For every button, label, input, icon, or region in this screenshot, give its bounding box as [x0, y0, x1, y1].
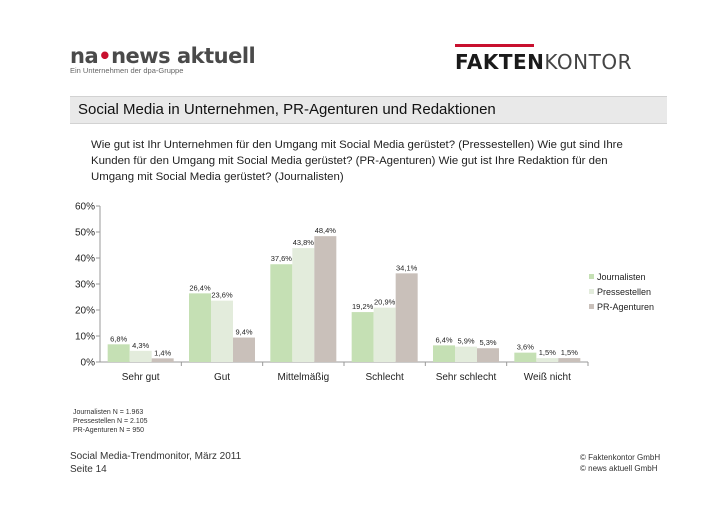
data-label: 6,4%	[435, 335, 452, 344]
bar-journalisten	[351, 312, 374, 362]
bar-pr-agenturen	[477, 348, 499, 362]
legend-swatch	[589, 304, 594, 309]
data-label: 1,5%	[561, 348, 578, 357]
bar-journalisten	[270, 264, 293, 362]
category-label: Weiß nicht	[524, 372, 571, 383]
y-tick-label: 10%	[75, 332, 95, 343]
legend-swatch	[589, 274, 594, 279]
bar-journalisten	[433, 345, 455, 362]
footer-copyright-faktenkontor: © Faktenkontor GmbH	[580, 453, 661, 462]
logo-name: news aktuell	[111, 44, 256, 68]
faktenkontor-logo: FAKTENKONTOR	[455, 44, 632, 74]
footer-copyright-newsaktuell: © news aktuell GmbH	[580, 464, 658, 473]
footer-source: Social Media-Trendmonitor, März 2011	[70, 451, 242, 462]
data-label: 23,6%	[211, 291, 233, 300]
category-label: Sehr gut	[122, 372, 160, 383]
data-label: 3,6%	[517, 343, 534, 352]
data-label: 34,1%	[396, 263, 418, 272]
slide-title: Social Media in Unternehmen, PR-Agenture…	[78, 101, 496, 118]
bar-pressestellen	[373, 307, 396, 362]
logo-tagline: Ein Unternehmen der dpa-Gruppe	[70, 66, 184, 75]
sample-basis-journalisten: Journalisten N = 1.963	[73, 409, 144, 416]
logo-fakten: FAKTEN	[455, 44, 545, 74]
bar-pr-agenturen	[558, 358, 581, 362]
data-label: 1,5%	[539, 348, 556, 357]
data-label: 9,4%	[235, 328, 252, 337]
data-label: 37,6%	[271, 254, 293, 263]
data-label: 26,4%	[189, 283, 211, 292]
category-label: Schlecht	[365, 372, 404, 383]
bar-pr-agenturen	[314, 236, 337, 362]
y-tick-label: 30%	[75, 280, 95, 291]
category-label: Mittelmäßig	[277, 372, 329, 383]
survey-question: Wie gut ist Ihr Unternehmen für den Umga…	[91, 139, 623, 183]
bar-pr-agenturen	[233, 337, 255, 362]
category-label: Gut	[214, 372, 230, 383]
bar-pressestellen	[211, 300, 233, 362]
bar-journalisten	[107, 344, 130, 362]
logo-prefix: na	[70, 44, 99, 68]
data-label: 4,3%	[132, 341, 149, 350]
data-label: 1,4%	[154, 348, 171, 357]
bar-journalisten	[189, 293, 211, 362]
logo-accent-bar	[455, 44, 534, 47]
sample-basis-pressestellen: Pressestellen N = 2.105	[73, 418, 148, 425]
slide-title-bar: Social Media in Unternehmen, PR-Agenture…	[70, 96, 667, 124]
y-tick-label: 60%	[75, 202, 95, 213]
footer-page: Seite 14	[70, 464, 107, 475]
bar-journalisten	[514, 352, 537, 362]
bar-pr-agenturen	[395, 273, 418, 362]
bar-pressestellen	[292, 248, 315, 362]
legend-label: PR-Agenturen	[597, 302, 654, 312]
logo-dot: •	[98, 44, 112, 68]
data-label: 20,9%	[374, 298, 396, 307]
bar-pressestellen	[455, 346, 477, 362]
logo-bold-text: FAKTEN	[455, 50, 545, 74]
bar-pressestellen	[536, 358, 559, 362]
y-tick-label: 0%	[81, 358, 96, 369]
y-tick-label: 50%	[75, 228, 95, 239]
data-label: 48,4%	[315, 226, 337, 235]
bar-pressestellen	[129, 350, 152, 362]
data-label: 5,3%	[479, 338, 496, 347]
legend-swatch	[589, 289, 594, 294]
news-aktuell-logo: na•news aktuell Ein Unternehmen der dpa-…	[70, 44, 256, 75]
data-label: 19,2%	[352, 302, 374, 311]
data-label: 43,8%	[293, 238, 315, 247]
logo-light-text: KONTOR	[544, 50, 632, 74]
legend-label: Pressestellen	[597, 287, 651, 297]
sample-basis-agenturen: PR-Agenturen N = 950	[73, 427, 145, 434]
data-label: 6,8%	[110, 334, 127, 343]
y-tick-label: 20%	[75, 306, 95, 317]
legend-label: Journalisten	[597, 272, 646, 282]
bar-pr-agenturen	[151, 358, 174, 362]
category-label: Sehr schlecht	[436, 372, 497, 383]
data-label: 5,9%	[457, 337, 474, 346]
y-tick-label: 40%	[75, 254, 95, 265]
